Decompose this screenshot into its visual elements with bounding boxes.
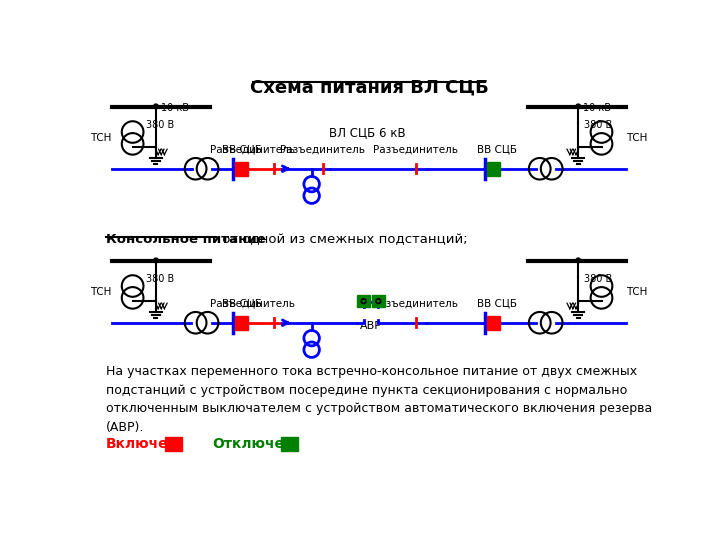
Circle shape bbox=[153, 104, 158, 109]
Bar bbox=[372, 295, 384, 307]
Text: Разъединитель: Разъединитель bbox=[210, 145, 295, 155]
Text: 380 В: 380 В bbox=[145, 274, 174, 284]
Bar bbox=[487, 162, 500, 176]
Bar bbox=[235, 162, 248, 176]
Text: ТСН: ТСН bbox=[626, 133, 648, 143]
Text: ТСН: ТСН bbox=[90, 287, 112, 297]
Circle shape bbox=[576, 104, 580, 109]
Text: Разъединитель: Разъединитель bbox=[280, 145, 365, 155]
Circle shape bbox=[576, 258, 580, 262]
Text: Отключен: Отключен bbox=[212, 437, 294, 451]
Text: Консольное питание: Консольное питание bbox=[106, 233, 265, 246]
Text: 380 В: 380 В bbox=[585, 120, 613, 130]
Text: 10 кВ: 10 кВ bbox=[161, 103, 189, 113]
Text: ВВ СЦБ: ВВ СЦБ bbox=[222, 298, 262, 308]
Text: ВВ СЦБ: ВВ СЦБ bbox=[477, 144, 517, 154]
Text: 380 В: 380 В bbox=[145, 120, 174, 130]
Text: Схема питания ВЛ СЦБ: Схема питания ВЛ СЦБ bbox=[250, 79, 488, 97]
Text: Разъединитель: Разъединитель bbox=[373, 145, 458, 155]
Text: ВВ СЦБ: ВВ СЦБ bbox=[477, 298, 517, 308]
Text: ВЛ СЦБ 6 кВ: ВЛ СЦБ 6 кВ bbox=[329, 126, 406, 139]
Bar bbox=[235, 316, 248, 330]
Text: 10 кВ: 10 кВ bbox=[583, 103, 611, 113]
Text: ТСН: ТСН bbox=[626, 287, 648, 297]
Text: Разъединитель: Разъединитель bbox=[210, 299, 295, 309]
Bar bbox=[357, 295, 370, 307]
Bar bbox=[487, 316, 500, 330]
Text: ТСН: ТСН bbox=[90, 133, 112, 143]
Text: Разъединитель: Разъединитель bbox=[373, 299, 458, 309]
Text: 380 В: 380 В bbox=[585, 274, 613, 284]
Circle shape bbox=[153, 258, 158, 262]
Bar bbox=[165, 437, 182, 451]
Text: На участках переменного тока встречно-консольное питание от двух смежных
подстан: На участках переменного тока встречно-ко… bbox=[106, 365, 652, 434]
Text: Включен: Включен bbox=[106, 437, 178, 451]
Text: ВВ СЦБ: ВВ СЦБ bbox=[222, 144, 262, 154]
Bar bbox=[281, 437, 297, 451]
Text: от одной из смежных подстанций;: от одной из смежных подстанций; bbox=[218, 233, 467, 246]
Text: АВР: АВР bbox=[359, 321, 382, 331]
